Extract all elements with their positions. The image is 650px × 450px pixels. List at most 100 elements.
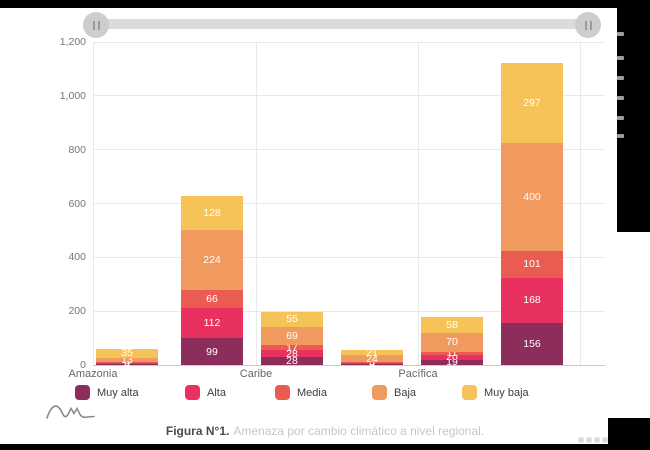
legend-label: Muy baja — [484, 386, 529, 399]
bar-segment[interactable]: 224 — [181, 230, 243, 291]
data-label: 224 — [203, 254, 221, 267]
legend-label: Baja — [394, 386, 417, 399]
legend-swatch-icon — [372, 385, 387, 400]
pager-dot — [578, 437, 584, 443]
bar-segment[interactable]: 24 — [341, 353, 403, 363]
data-label: 35 — [121, 347, 133, 360]
chart-plot-area: 0 200 400 600 800 1,000 1,200 4 5 4 13 35 Amazonia 99… — [60, 36, 605, 380]
bar-segment[interactable]: 297 — [501, 63, 563, 143]
stacked-bar: 28 28 17 69 55 — [261, 312, 323, 367]
legend-item[interactable]: Muy alta — [75, 385, 139, 400]
stacked-bar: 19 20 11 70 58 — [421, 317, 483, 367]
stacked-bar: 156 168 101 400 297 — [501, 63, 563, 365]
bar-segment[interactable]: 400 — [501, 142, 563, 251]
bar-segment[interactable]: 55 — [261, 312, 323, 327]
legend-label: Media — [297, 386, 327, 399]
bar-segment[interactable]: 28 — [261, 354, 323, 367]
crop-black-bottom-band — [0, 444, 650, 450]
zoom-slider-right-handle[interactable] — [575, 12, 601, 38]
y-axis-tick-label: 0 — [80, 359, 86, 371]
y-axis-tick-label: 1,200 — [59, 36, 86, 48]
data-label: 70 — [446, 335, 458, 348]
legend-swatch-icon — [185, 385, 200, 400]
legend-swatch-icon — [75, 385, 90, 400]
cropped-text-dash — [617, 116, 624, 120]
bar-segment[interactable]: 4 — [96, 359, 158, 369]
legend-label: Muy alta — [97, 386, 139, 399]
bar-segment[interactable]: 17 — [261, 342, 323, 352]
y-axis-tick-label: 800 — [68, 143, 86, 156]
x-gridline — [580, 42, 581, 365]
bar-segment[interactable]: 128 — [181, 195, 243, 231]
grip-icon — [589, 20, 592, 30]
y-axis-tick-label: 400 — [68, 251, 86, 264]
cropped-text-dash — [617, 96, 624, 100]
y-axis-tick-label: 600 — [68, 197, 86, 210]
bar-segment[interactable]: 66 — [181, 290, 243, 309]
pager-dot — [586, 437, 592, 443]
bar-segment[interactable]: 35 — [96, 347, 158, 360]
stacked-bar: 6 3 3 24 21 — [341, 347, 403, 369]
crop-black-top-band — [0, 0, 650, 8]
bar-segment[interactable]: 19 — [421, 357, 483, 367]
bar-segment[interactable]: 21 — [341, 347, 403, 357]
y-gridline — [93, 41, 605, 43]
bar-segment[interactable]: 69 — [261, 326, 323, 346]
bar-segment[interactable]: 112 — [181, 308, 243, 339]
bar-segment[interactable]: 5 — [96, 358, 158, 368]
bar-segment[interactable]: 4 — [96, 357, 158, 367]
bar-segment[interactable]: 20 — [421, 352, 483, 362]
data-label: 156 — [523, 337, 541, 350]
bar-segment[interactable]: 70 — [421, 332, 483, 352]
legend-item[interactable]: Baja — [372, 385, 416, 400]
legend-swatch-icon — [275, 385, 290, 400]
stacked-bar: 99 112 66 224 128 — [181, 195, 243, 365]
bar-segment[interactable]: 13 — [96, 355, 158, 365]
bar-segment[interactable]: 28 — [261, 348, 323, 358]
bar-segment[interactable]: 99 — [181, 338, 243, 365]
data-label: 58 — [446, 318, 458, 331]
pager-dot — [602, 437, 608, 443]
data-label: 66 — [206, 293, 218, 306]
figure-caption: Figura N°1. Amenaza por cambio climático … — [0, 424, 650, 438]
bar-segment[interactable]: 6 — [341, 359, 403, 369]
x-gridline — [93, 42, 94, 365]
y-gridline — [93, 203, 605, 204]
cropped-text-dash — [617, 32, 624, 36]
y-gridline — [93, 149, 605, 151]
data-label: 128 — [203, 206, 221, 219]
data-label: 168 — [523, 294, 541, 307]
bar-segment[interactable]: 11 — [421, 348, 483, 358]
stacked-bar: 4 5 4 13 35 — [96, 347, 158, 369]
legend-item[interactable]: Media — [275, 385, 327, 400]
bar-segment[interactable]: 3 — [341, 358, 403, 368]
y-gridline — [93, 310, 605, 312]
data-label: 112 — [203, 317, 221, 330]
data-label: 28 — [286, 354, 298, 367]
bar-segment[interactable]: 101 — [501, 250, 563, 278]
cropped-text-dash — [617, 56, 624, 60]
data-label: 55 — [286, 313, 298, 326]
crop-black-corner-block — [608, 418, 650, 450]
grip-icon — [92, 20, 95, 30]
bar-segment[interactable]: 168 — [501, 277, 563, 324]
zoom-slider-left-handle[interactable] — [83, 12, 109, 38]
y-gridline — [93, 256, 605, 258]
data-label: 101 — [523, 257, 541, 270]
x-axis-label: Caribe — [239, 368, 273, 380]
bar-segment[interactable]: 156 — [501, 323, 563, 365]
legend-item[interactable]: Alta — [185, 385, 226, 400]
x-gridline — [418, 42, 419, 365]
bar-segment[interactable]: 58 — [421, 317, 483, 333]
data-label: 99 — [206, 345, 218, 358]
legend-item[interactable]: Muy baja — [462, 385, 529, 400]
bar-segment[interactable]: 3 — [341, 357, 403, 367]
y-axis-tick-label: 1,000 — [59, 89, 86, 102]
legend-label: Alta — [207, 386, 226, 399]
x-axis-label: Pacífica — [398, 368, 438, 380]
data-label: 400 — [523, 190, 541, 203]
category-zoom-slider-track[interactable] — [96, 19, 600, 29]
cropped-text-dash — [617, 76, 624, 80]
grip-icon — [97, 20, 100, 30]
